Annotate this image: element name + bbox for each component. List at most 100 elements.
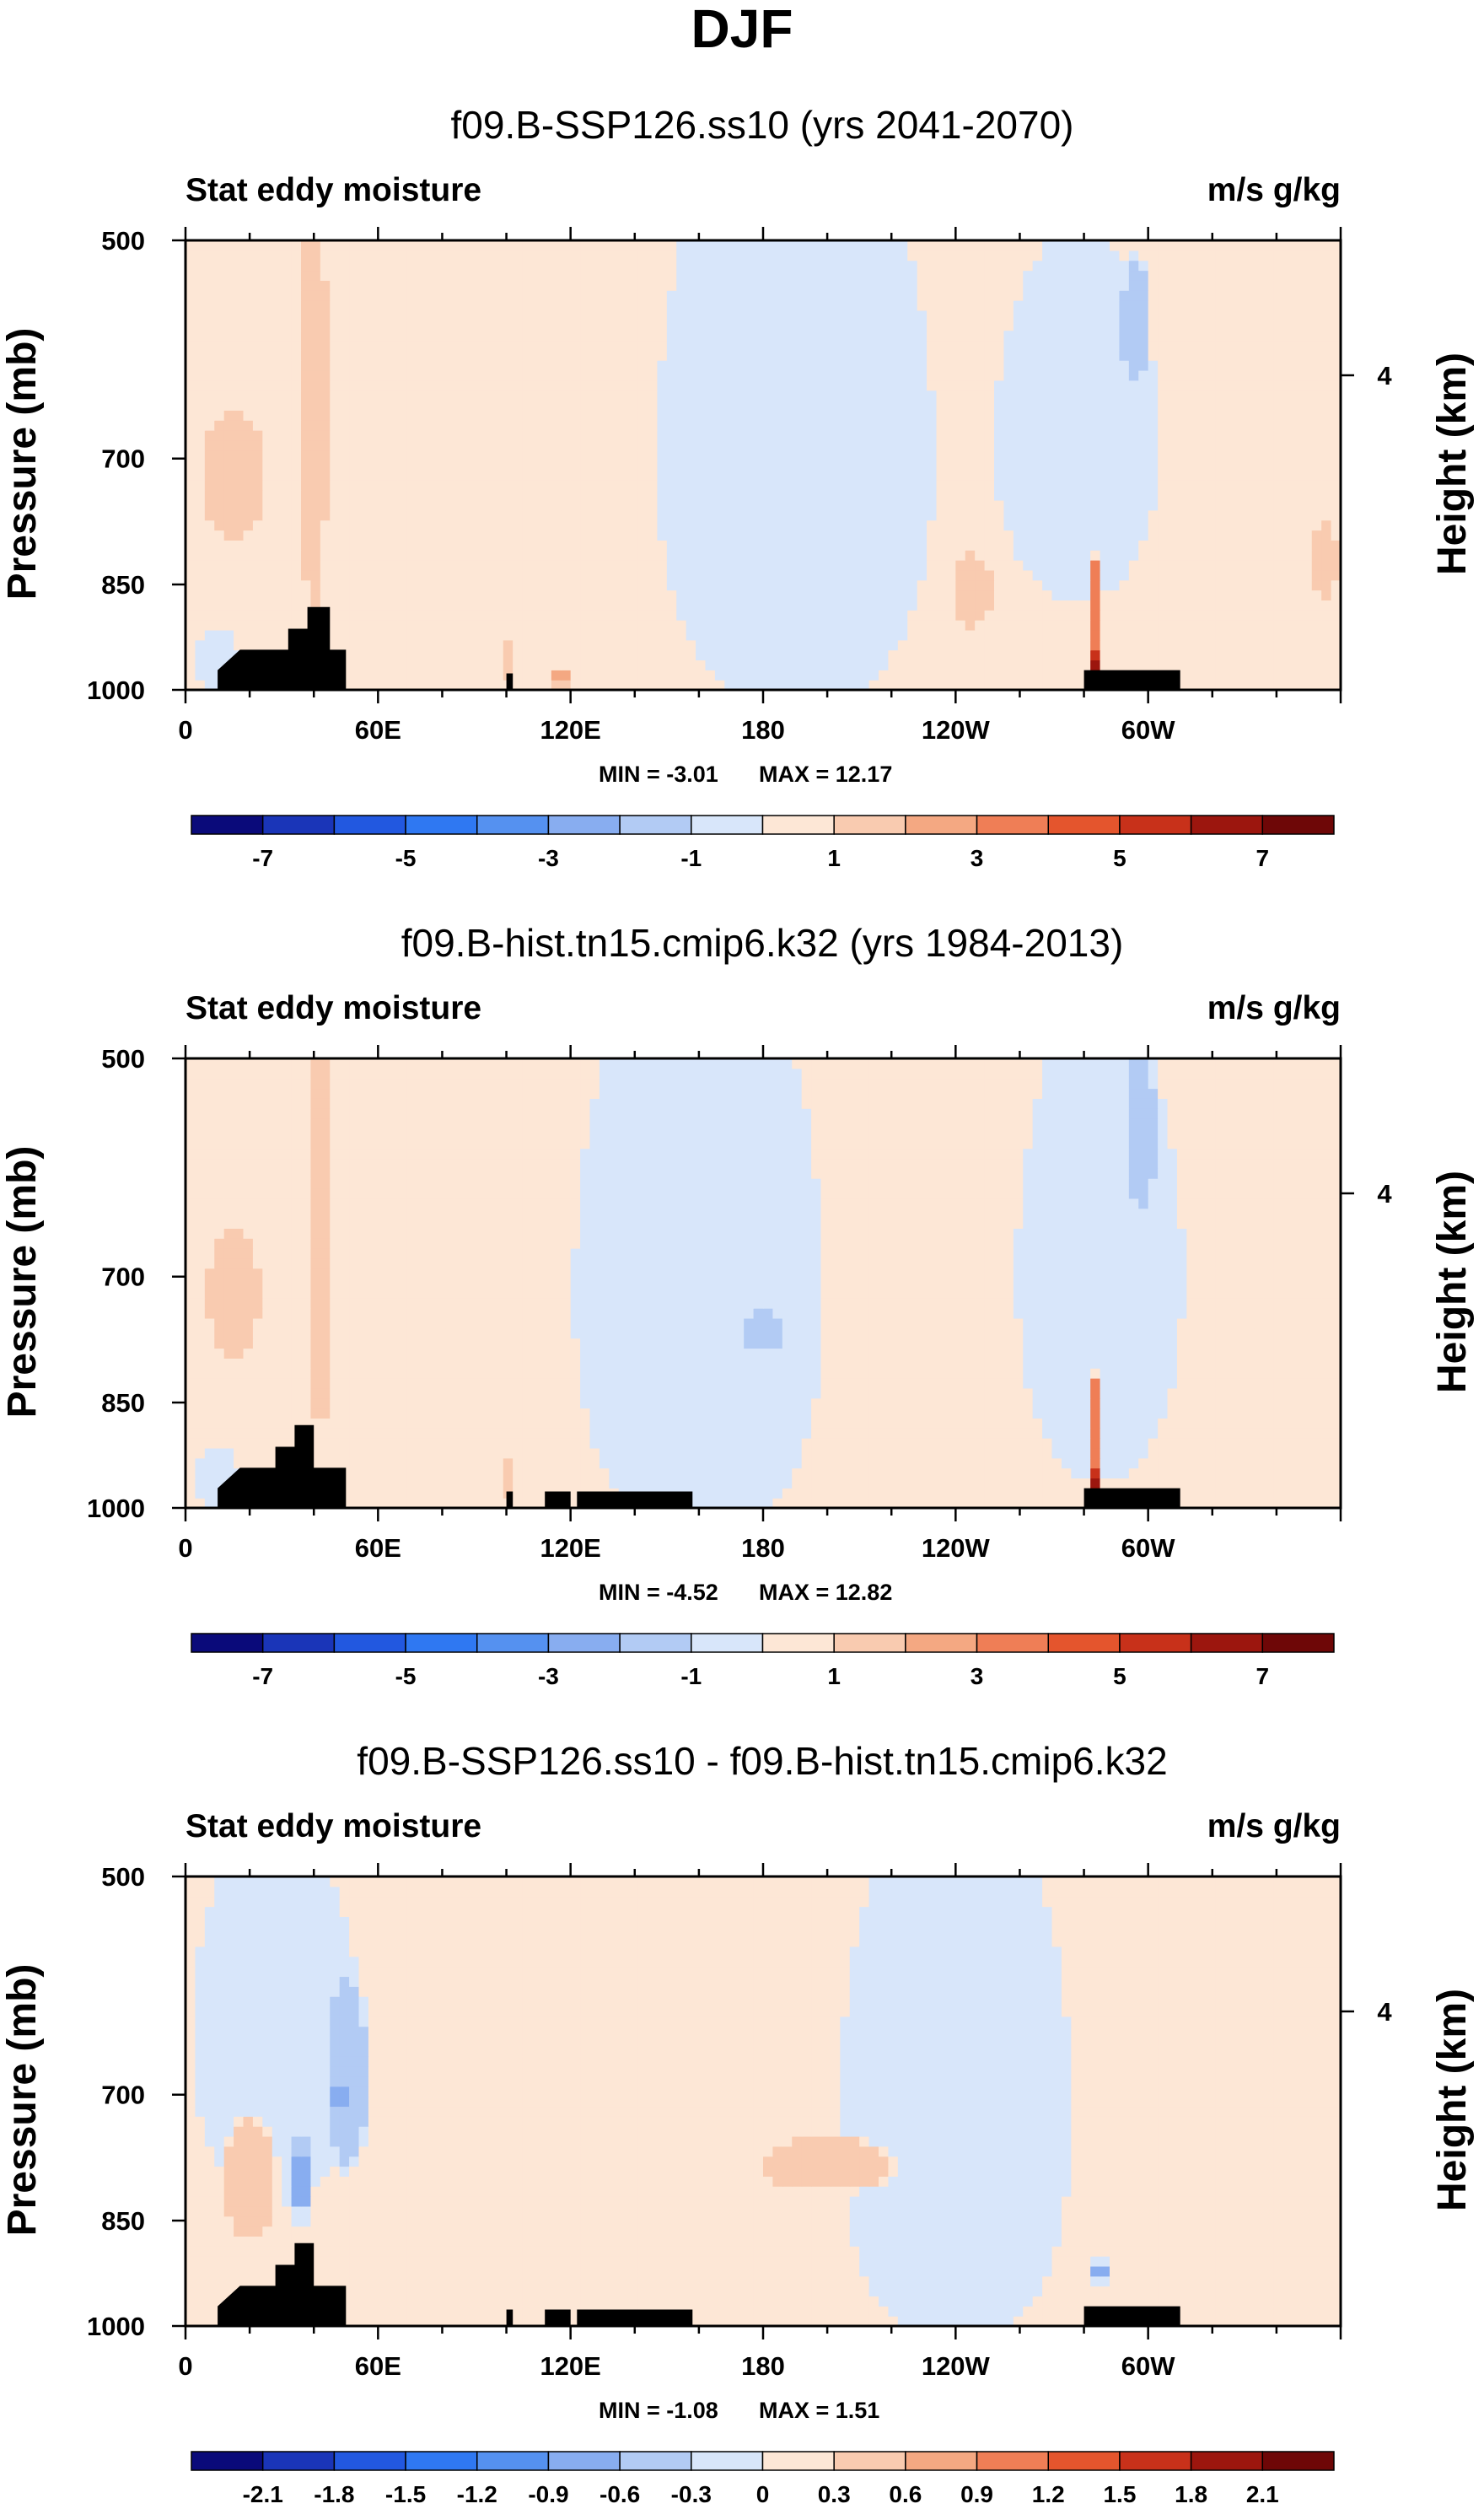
field-cell — [368, 290, 379, 301]
field-cell — [1196, 620, 1207, 631]
field-cell — [186, 520, 196, 531]
field-cell — [820, 310, 831, 321]
field-cell — [474, 540, 485, 551]
field-cell — [763, 470, 774, 481]
field-cell — [994, 569, 1005, 581]
field-cell — [994, 590, 1005, 600]
field-cell — [975, 639, 986, 651]
field-cell — [763, 410, 774, 421]
field-cell — [445, 560, 456, 571]
field-cell — [1254, 460, 1265, 471]
field-cell — [648, 579, 659, 591]
field-cell — [888, 430, 899, 441]
field-cell — [859, 310, 870, 321]
field-cell — [1311, 520, 1322, 531]
field-cell — [551, 480, 562, 491]
field-cell — [349, 439, 360, 451]
field-cell — [1311, 420, 1322, 431]
field-cell — [310, 430, 321, 441]
field-cell — [1331, 470, 1342, 481]
field-cell — [801, 450, 812, 461]
field-cell — [223, 400, 234, 411]
field-cell — [1100, 600, 1110, 611]
field-cell — [599, 579, 610, 591]
field-cell — [1148, 460, 1159, 471]
field-cell — [696, 380, 707, 391]
field-cell — [320, 320, 331, 331]
field-cell — [445, 550, 456, 561]
field-cell — [1167, 310, 1178, 321]
field-cell — [666, 600, 677, 611]
field-cell — [406, 509, 417, 521]
field-cell — [387, 520, 398, 531]
field-cell — [618, 369, 629, 381]
field-cell — [994, 470, 1005, 481]
field-cell — [435, 600, 446, 611]
field-cell — [368, 300, 379, 311]
field-cell — [657, 300, 668, 311]
field-cell — [936, 410, 947, 421]
field-cell — [417, 369, 427, 381]
field-cell — [561, 340, 572, 351]
field-cell — [330, 520, 341, 531]
field-cell — [1282, 629, 1293, 641]
field-cell — [234, 499, 245, 511]
field-cell — [1225, 579, 1236, 591]
field-cell — [705, 460, 716, 471]
field-cell — [435, 530, 446, 541]
field-cell — [1282, 330, 1293, 342]
field-cell — [811, 450, 822, 461]
field-cell — [859, 620, 870, 631]
field-cell — [349, 639, 360, 651]
field-cell — [965, 369, 976, 381]
field-cell — [666, 670, 677, 681]
field-cell — [840, 400, 851, 411]
field-cell — [1051, 290, 1062, 301]
field-cell — [609, 369, 620, 381]
field-cell — [1225, 330, 1236, 342]
field-cell — [522, 509, 533, 521]
field-cell — [1100, 410, 1110, 421]
field-cell — [1302, 340, 1313, 351]
field-cell — [1215, 569, 1226, 581]
field-cell — [339, 540, 350, 551]
field-cell — [820, 499, 831, 511]
field-cell — [849, 649, 860, 661]
field-cell — [532, 400, 543, 411]
field-cell — [744, 300, 755, 311]
field-cell — [417, 569, 427, 581]
field-cell — [1311, 579, 1322, 591]
field-cell — [223, 330, 234, 342]
field-cell — [1263, 460, 1274, 471]
field-cell — [406, 550, 417, 561]
field-cell — [301, 499, 312, 511]
field-cell — [782, 509, 793, 521]
field-cell — [618, 670, 629, 681]
field-cell — [1013, 340, 1024, 351]
field-cell — [368, 439, 379, 451]
field-cell — [426, 420, 437, 431]
field-cell — [666, 400, 677, 411]
field-cell — [1263, 360, 1274, 371]
field-cell — [840, 530, 851, 541]
field-cell — [1282, 590, 1293, 600]
field-cell — [1186, 480, 1197, 491]
field-cell — [1321, 470, 1332, 481]
field-cell — [859, 410, 870, 421]
field-cell — [676, 680, 687, 691]
field-cell — [820, 470, 831, 481]
field-cell — [676, 470, 687, 481]
field-cell — [522, 350, 533, 361]
field-cell — [1302, 499, 1313, 511]
field-cell — [965, 410, 976, 421]
field-cell — [551, 569, 562, 581]
field-cell — [1148, 350, 1159, 361]
field-cell — [378, 639, 389, 651]
field-cell — [1158, 460, 1169, 471]
field-cell — [792, 300, 803, 311]
field-cell — [186, 320, 196, 331]
field-cell — [820, 649, 831, 661]
field-cell — [927, 660, 938, 670]
field-cell — [609, 420, 620, 431]
field-cell — [1158, 649, 1169, 661]
